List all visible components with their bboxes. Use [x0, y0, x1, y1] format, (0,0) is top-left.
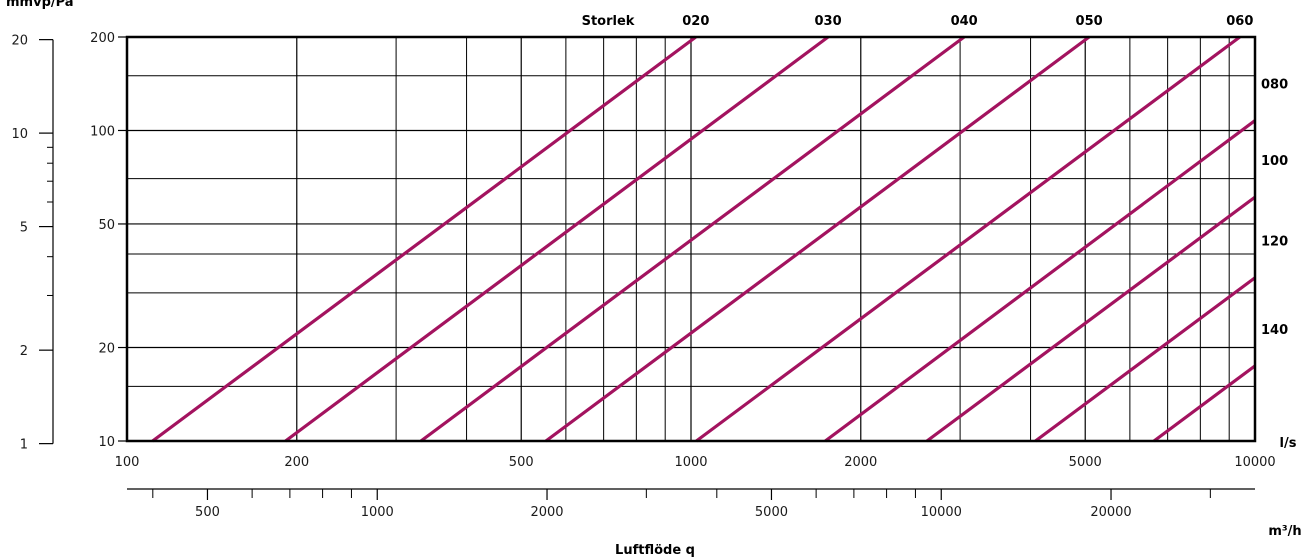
y-tick-label-20: 20 [98, 342, 115, 357]
y2-tick-label-2: 2 [20, 344, 28, 359]
legend-title: Storlek [582, 14, 635, 29]
series-label-040: 040 [951, 14, 978, 29]
x-tick-label-1000: 1000 [674, 455, 707, 470]
series-label-140: 140 [1261, 323, 1288, 338]
series-line-040 [419, 35, 966, 443]
x2-tick-label-20000: 20000 [1090, 505, 1131, 520]
series-line-120 [1034, 276, 1256, 443]
y2-tick-label-10: 10 [11, 127, 28, 142]
x-tick-label-10000: 10000 [1234, 455, 1275, 470]
x-axis-m3-h: 500 1000 2000 5000 10000 20000 [127, 488, 1255, 520]
x2-tick-label-10000: 10000 [921, 505, 962, 520]
y-axis-mmvp: 1 2 5 10 20 [11, 34, 54, 453]
series-lines [151, 35, 1256, 443]
series-label-050: 050 [1076, 14, 1103, 29]
series-labels: 020 030 040 050 060 080 100 120 140 [682, 14, 1288, 338]
x-axis-unit-label: l/s [1280, 436, 1297, 451]
x-tick-label-200: 200 [284, 455, 309, 470]
y-tick-label-200: 200 [90, 31, 115, 46]
x2-tick-label-2000: 2000 [530, 505, 563, 520]
y2-tick-label-5: 5 [20, 221, 28, 236]
x-tick-label-100: 100 [115, 455, 140, 470]
series-line-140 [1153, 364, 1256, 443]
x2-tick-label-500: 500 [195, 505, 220, 520]
plot-frame [125, 35, 1257, 443]
x-tick-label-500: 500 [509, 455, 534, 470]
series-line-030 [284, 35, 830, 443]
y2-tick-label-1: 1 [20, 438, 28, 453]
series-label-100: 100 [1261, 154, 1288, 169]
series-line-050 [544, 35, 1091, 443]
y-axis-unit-label: mmvp/Pa [6, 0, 74, 10]
x2-tick-label-1000: 1000 [361, 505, 394, 520]
y2-tick-label-20: 20 [11, 34, 28, 49]
x2-axis-unit-label: m³/h [1268, 524, 1301, 539]
x-axis-title: Luftflöde q [615, 543, 695, 558]
series-label-020: 020 [682, 14, 709, 29]
x2-tick-label-5000: 5000 [755, 505, 788, 520]
x-tick-label-2000: 2000 [844, 455, 877, 470]
series-label-030: 030 [815, 14, 842, 29]
series-label-120: 120 [1261, 235, 1288, 250]
x-axis-l-s: 100 200 500 1000 2000 5000 10000 [115, 455, 1276, 470]
series-label-080: 080 [1261, 78, 1288, 93]
y-tick-label-10: 10 [98, 435, 115, 450]
x-tick-label-5000: 5000 [1069, 455, 1102, 470]
y-tick-label-50: 50 [98, 218, 115, 233]
series-line-100 [925, 195, 1256, 443]
series-line-080 [824, 119, 1256, 443]
series-line-060 [695, 35, 1241, 443]
series-line-020 [151, 35, 697, 443]
y-axis-pa: 10 20 50 100 200 [90, 31, 127, 450]
series-label-060: 060 [1226, 14, 1253, 29]
y-tick-label-100: 100 [90, 124, 115, 139]
